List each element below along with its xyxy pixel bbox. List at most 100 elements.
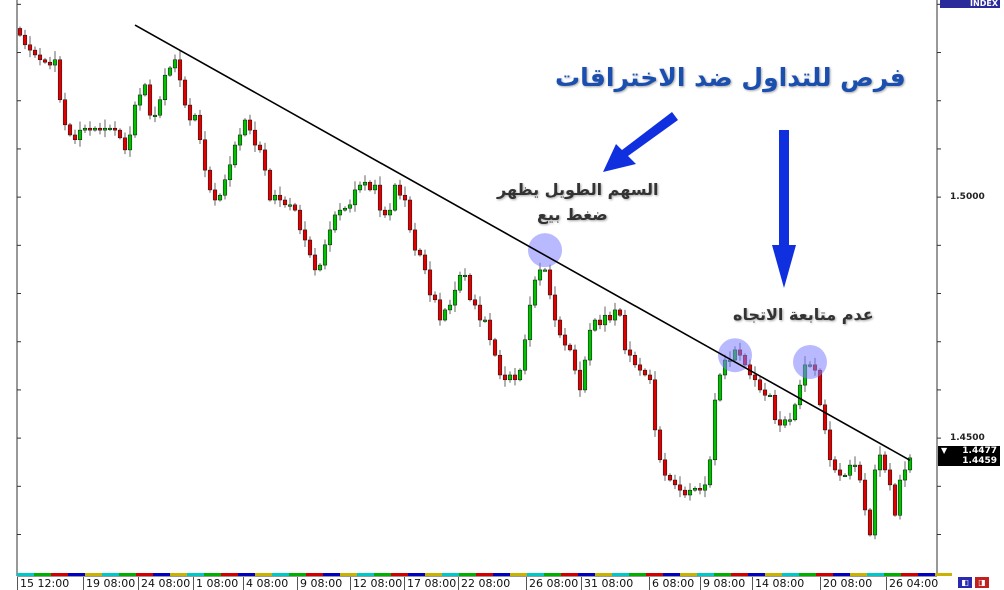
down-arrow-icon (772, 130, 796, 288)
bearish-candle (822, 404, 828, 431)
bullish-candle (102, 127, 108, 131)
bullish-candle (337, 209, 343, 216)
x-tick-label: 15 12:00 (17, 577, 69, 590)
session-strip-segment (901, 573, 918, 576)
session-strip-segment (918, 573, 935, 576)
bullish-candle (152, 114, 158, 117)
session-strip-segment (221, 573, 238, 576)
bullish-candle (372, 184, 378, 191)
bearish-candle (757, 379, 763, 391)
bearish-candle (497, 354, 503, 376)
bearish-candle (57, 59, 63, 101)
x-tick-label: 24 08:00 (138, 577, 190, 590)
bearish-candle (762, 389, 768, 396)
session-strip-segment (646, 573, 663, 576)
candles (17, 26, 913, 540)
session-strip-segment (102, 573, 119, 576)
bearish-candle (202, 139, 208, 171)
x-tick-label: 4 08:00 (243, 577, 288, 590)
bullish-candle (897, 479, 903, 516)
scroll-left-button[interactable]: ◧ (958, 577, 972, 588)
bearish-candle (417, 249, 423, 256)
bearish-candle (207, 169, 213, 191)
session-strip-segment (680, 573, 697, 576)
session-strip-segment (561, 573, 578, 576)
bearish-candle (187, 104, 193, 121)
x-tick-label: 14 08:00 (752, 577, 804, 590)
session-strip-segment (884, 573, 901, 576)
bearish-candle (577, 369, 583, 391)
x-tick-label: 6 08:00 (649, 577, 694, 590)
bearish-candle (677, 484, 683, 491)
bullish-candle (347, 204, 353, 209)
bullish-candle (237, 134, 243, 146)
session-strip-segment (935, 573, 952, 576)
session-strip-segment (34, 573, 51, 576)
bullish-candle (52, 59, 58, 66)
bearish-candle (512, 374, 518, 381)
bullish-candle (317, 264, 323, 271)
bullish-candle (227, 164, 233, 181)
bullish-candle (142, 84, 148, 96)
bearish-candle (667, 474, 673, 481)
bullish-candle (287, 204, 293, 207)
diagonal-arrow-icon (603, 112, 678, 172)
bullish-candle (687, 489, 693, 496)
bearish-candle (652, 379, 658, 431)
bullish-candle (137, 94, 143, 106)
bearish-candle (32, 49, 38, 56)
bearish-candle (62, 99, 68, 126)
session-strip-segment (136, 573, 153, 576)
bullish-candle (582, 359, 588, 391)
bearish-candle (477, 304, 483, 321)
session-strip-segment (170, 573, 187, 576)
bearish-candle (547, 269, 553, 296)
session-strip-segment (765, 573, 782, 576)
bearish-candle (492, 339, 498, 356)
bullish-candle (537, 269, 543, 281)
y-tick-label: 1.5000 (950, 192, 985, 202)
bullish-candle (877, 454, 883, 471)
bearish-candle (552, 294, 558, 321)
bullish-candle (872, 469, 878, 536)
axes (16, 0, 952, 577)
bearish-candle (567, 344, 573, 351)
x-tick-label: 1 08:00 (193, 577, 238, 590)
bullish-candle (452, 289, 458, 306)
bearish-candle (862, 479, 868, 511)
session-strip-segment (629, 573, 646, 576)
scroll-right-button[interactable]: ◨ (975, 577, 989, 588)
bullish-candle (342, 207, 348, 211)
session-strip-segment (578, 573, 595, 576)
bullish-candle (707, 459, 713, 486)
session-strip-segment (510, 573, 527, 576)
bullish-candle (587, 329, 593, 361)
session-strip-segment (663, 573, 680, 576)
bullish-candle (272, 194, 278, 201)
bearish-candle (572, 349, 578, 371)
session-strip-segment (153, 573, 170, 576)
bearish-candle (412, 229, 418, 251)
bullish-candle (447, 304, 453, 311)
bearish-candle (27, 44, 33, 51)
session-strip-segment (731, 573, 748, 576)
bullish-candle (82, 127, 88, 131)
x-tick-label: 26 04:00 (886, 577, 938, 590)
bearish-candle (182, 79, 188, 106)
bearish-candle (682, 489, 688, 496)
bullish-candle (712, 399, 718, 461)
bearish-candle (122, 137, 128, 151)
bearish-candle (662, 459, 668, 476)
bearish-candle (777, 419, 783, 426)
bearish-candle (37, 54, 43, 61)
bearish-candle (97, 127, 103, 131)
y-tick-label: 1.4500 (950, 433, 985, 443)
x-tick-label: 9 08:00 (700, 577, 745, 590)
bearish-candle (282, 199, 288, 206)
session-strip-segment (204, 573, 221, 576)
bullish-candle (902, 469, 908, 481)
indicator-label: INDEX (940, 0, 1000, 8)
session-strip-segment (289, 573, 306, 576)
annotation-no-follow-through: عدم متابعة الاتجاه (733, 305, 874, 324)
bearish-candle (657, 429, 663, 461)
